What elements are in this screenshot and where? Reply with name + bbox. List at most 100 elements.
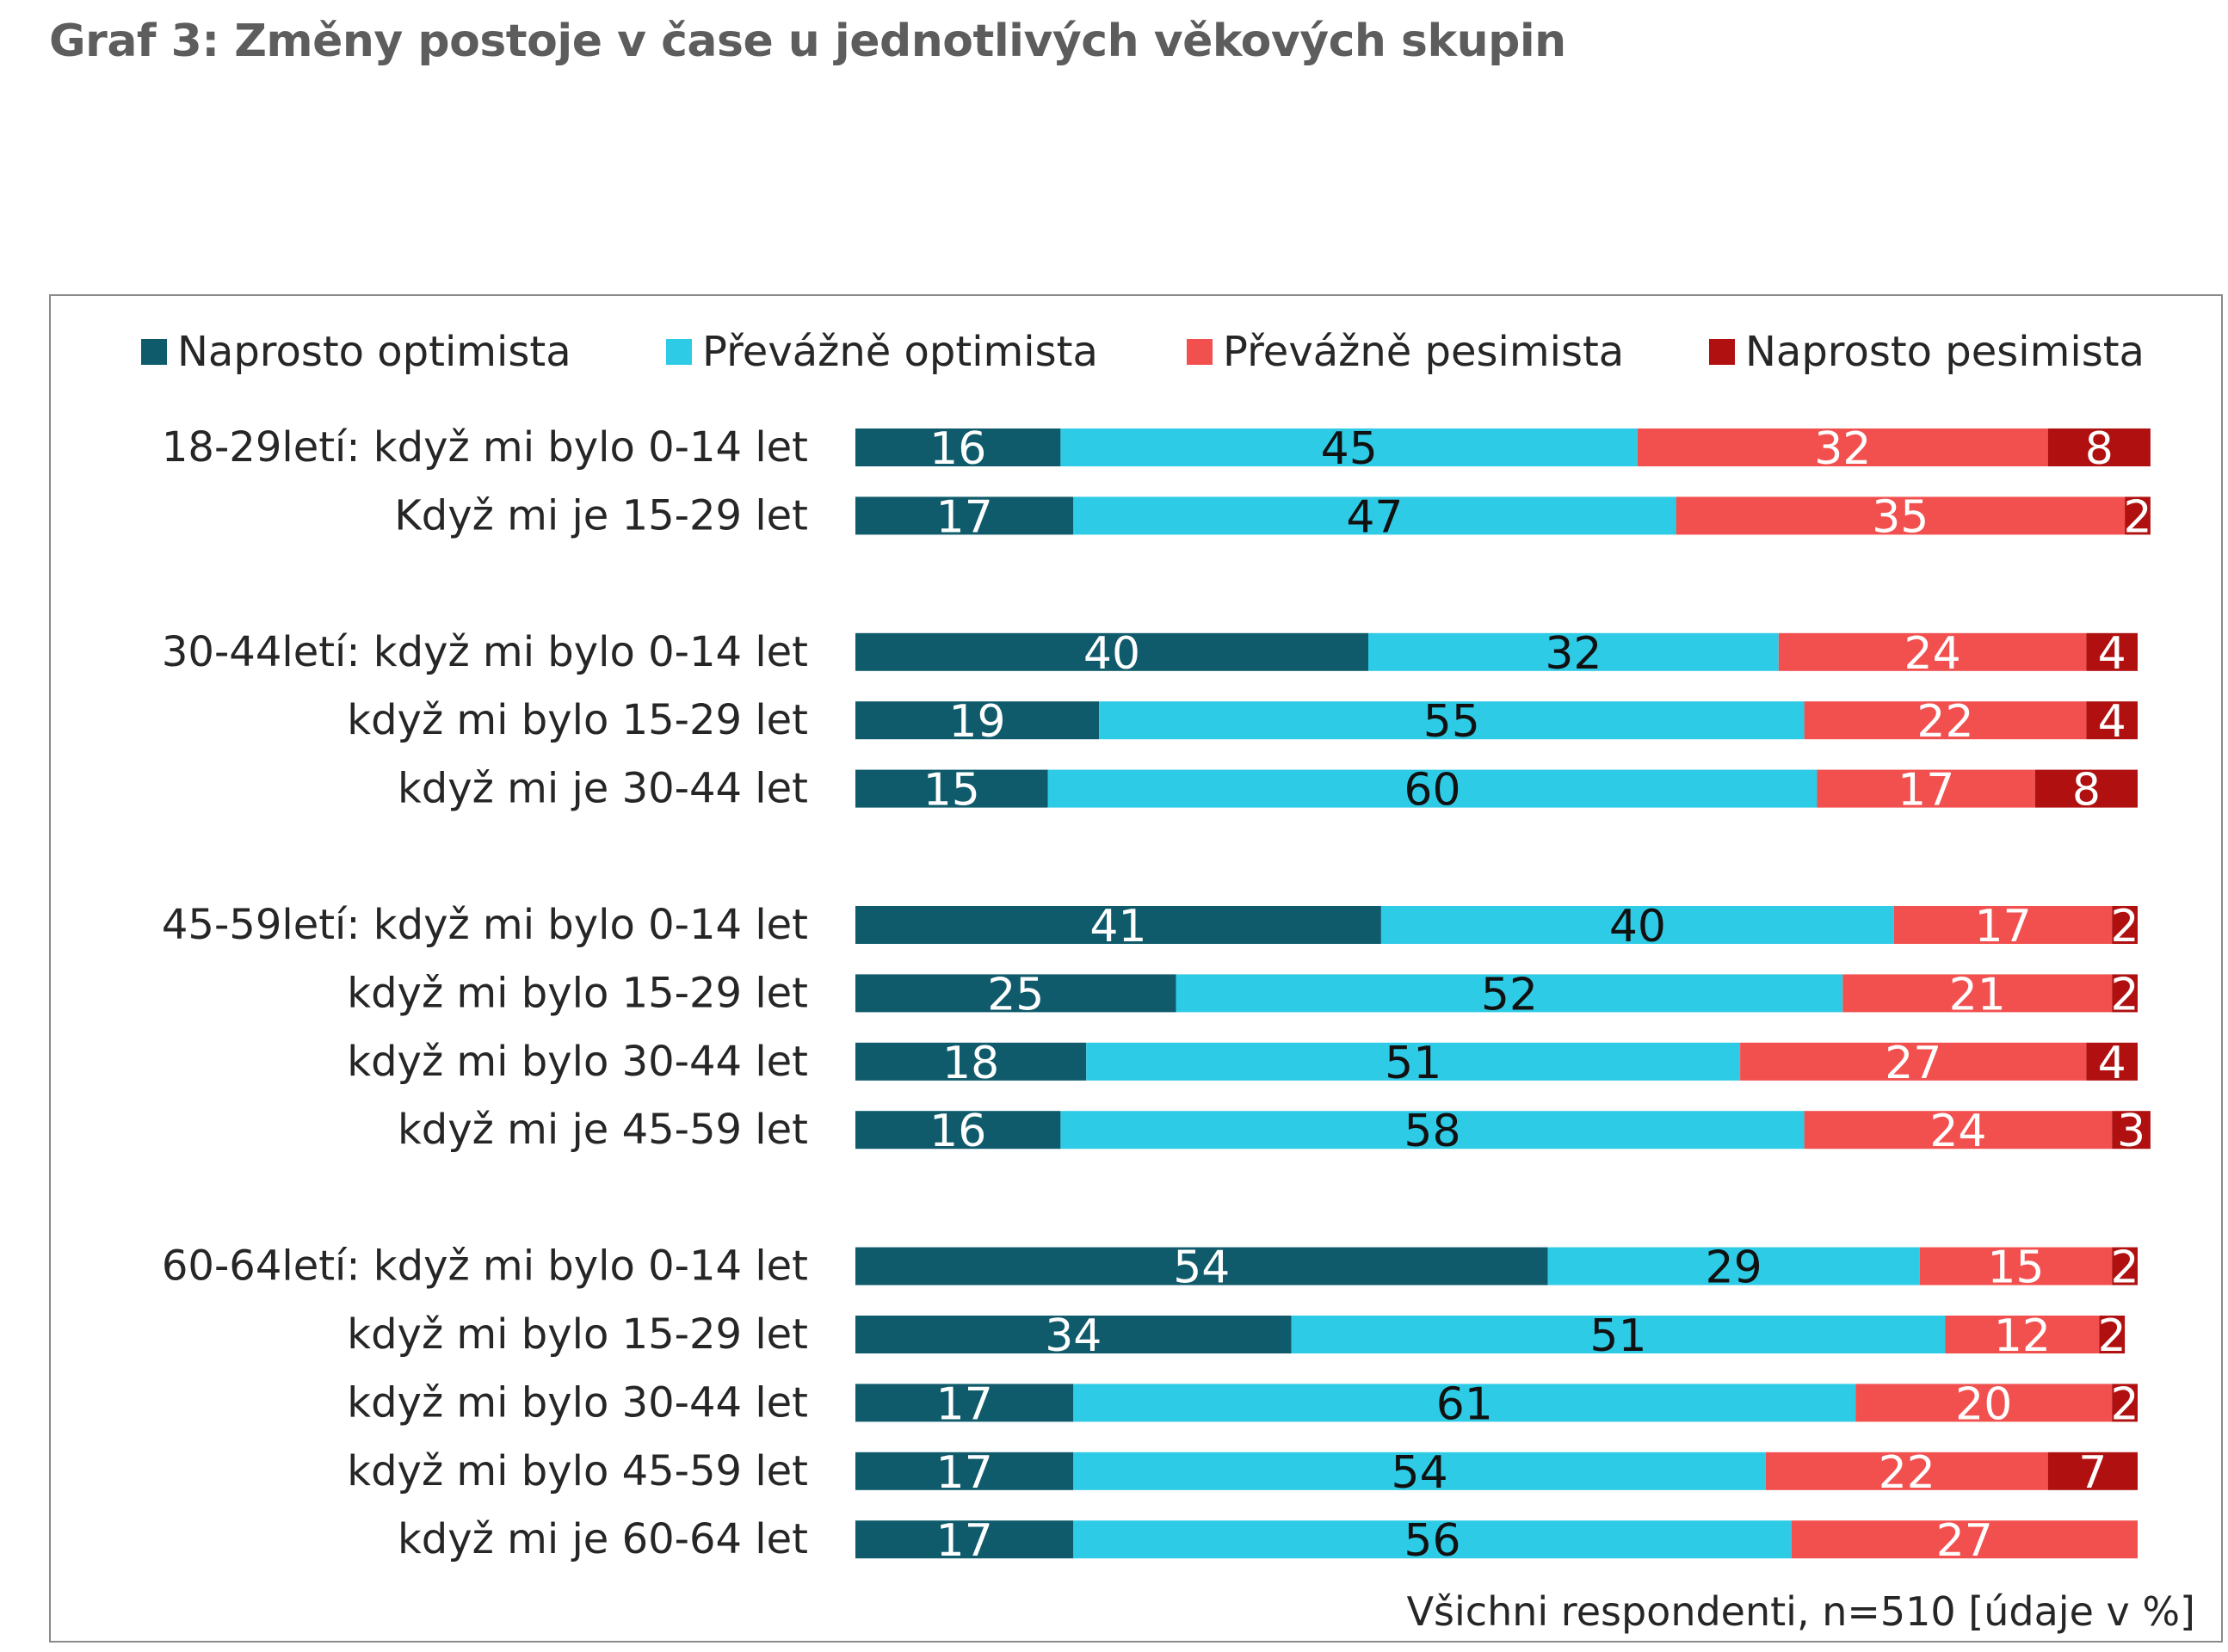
bar-segment <box>1804 701 2087 740</box>
bar-segment <box>1637 428 2048 466</box>
legend-swatch-2 <box>666 339 692 365</box>
value-label: 22 <box>1879 1447 1935 1499</box>
value-label: 40 <box>1083 628 1140 680</box>
value-label: 12 <box>1994 1310 2051 1362</box>
value-label: 4 <box>2098 628 2126 680</box>
bar-segment <box>1945 1316 2100 1353</box>
bar-segment <box>2034 769 2138 808</box>
value-label: 2 <box>2111 1242 2139 1294</box>
value-label: 2 <box>2111 901 2139 952</box>
bar-segment <box>1547 1247 1920 1285</box>
bar-segment <box>2112 974 2138 1013</box>
value-label: 54 <box>1392 1447 1448 1499</box>
bar-segment <box>2112 1111 2151 1150</box>
bar-segment <box>855 1042 1087 1081</box>
bar-segment <box>1778 632 2087 671</box>
stacked-bar-chart: Naprosto optimista Převážně optimista Přev… <box>141 328 2195 1635</box>
bar-segment <box>1791 1520 2138 1559</box>
value-label: 32 <box>1545 628 1602 680</box>
bar-segment <box>855 496 1074 535</box>
category-label: když mi bylo 15-29 let <box>347 696 808 744</box>
category-label: Když mi je 15-29 let <box>394 491 808 539</box>
bar-segment <box>1919 1247 2113 1285</box>
bar-segment <box>1804 1111 2113 1150</box>
legend-swatch-3 <box>1187 339 1213 365</box>
value-label: 4 <box>2098 1038 2126 1089</box>
bar-segment <box>2086 632 2138 671</box>
category-label: když mi bylo 30-44 let <box>347 1038 808 1086</box>
legend-label-2: Převážně optimista <box>702 328 1098 376</box>
bar-segment <box>1176 974 1843 1013</box>
bar-segment <box>1842 974 2113 1013</box>
value-label: 51 <box>1385 1038 1441 1089</box>
value-label: 17 <box>936 1378 993 1430</box>
bar-segment <box>1099 701 1805 740</box>
value-label: 17 <box>936 1447 993 1499</box>
bar-segment <box>855 1247 1548 1285</box>
legend: Naprosto optimista Převážně optimista Přev… <box>141 328 2145 376</box>
legend-swatch-1 <box>141 339 167 365</box>
category-label: když mi bylo 45-59 let <box>347 1447 808 1495</box>
bar-segment <box>1073 496 1676 535</box>
bar-segment <box>1291 1316 1946 1353</box>
bar-segment <box>1765 1452 2048 1490</box>
category-label: 60-64letí: když mi bylo 0-14 let <box>162 1242 808 1291</box>
value-label: 35 <box>1872 491 1929 543</box>
value-label: 27 <box>1885 1038 1941 1089</box>
bar-segment <box>2112 1247 2138 1285</box>
bar-segment <box>2099 1316 2126 1353</box>
value-label: 21 <box>1949 969 2006 1020</box>
bar-segment <box>1855 1384 2113 1422</box>
value-label: 40 <box>1609 901 1666 952</box>
chart-frame: Naprosto optimista Převážně optimista Přev… <box>49 294 2223 1643</box>
bar-segment <box>1073 1384 1856 1422</box>
bar-segment <box>1047 769 1818 808</box>
value-label: 60 <box>1404 765 1460 817</box>
bar-segment <box>2086 701 2138 740</box>
bar-segment <box>2047 1452 2138 1490</box>
bar-segment <box>855 701 1100 740</box>
bar-segment <box>855 428 1061 466</box>
value-label: 17 <box>936 1515 993 1567</box>
bar-segment <box>2112 906 2138 944</box>
bar-segment <box>2125 496 2151 535</box>
category-label: 18-29letí: když mi bylo 0-14 let <box>162 423 808 472</box>
bar-segment <box>855 1384 1074 1422</box>
category-label: když mi bylo 30-44 let <box>347 1378 808 1427</box>
bar-segment <box>1060 1111 1805 1150</box>
value-label: 47 <box>1346 491 1403 543</box>
value-label: 16 <box>929 1106 986 1157</box>
value-label: 17 <box>1975 901 2032 952</box>
bar-segment <box>855 906 1381 944</box>
value-label: 8 <box>2072 765 2101 817</box>
bar-segment <box>855 1316 1292 1353</box>
category-label: 45-59letí: když mi bylo 0-14 let <box>162 901 808 949</box>
value-label: 24 <box>1904 628 1961 680</box>
legend-label-3: Převážně pesimista <box>1223 328 1624 376</box>
category-label: když mi je 30-44 let <box>398 765 808 813</box>
legend-label-4: Naprosto pesimista <box>1745 328 2145 376</box>
bar-segment <box>855 1111 1061 1150</box>
value-label: 17 <box>936 491 993 543</box>
category-labels: 18-29letí: když mi bylo 0-14 let Když mi … <box>162 423 808 1563</box>
value-label: 2 <box>2111 1378 2139 1430</box>
value-label: 3 <box>2117 1106 2145 1157</box>
value-label: 4 <box>2098 696 2126 748</box>
bar-segment <box>2112 1384 2138 1422</box>
value-label: 7 <box>2078 1447 2107 1499</box>
bar-segment <box>1060 428 1638 466</box>
value-label: 51 <box>1589 1310 1646 1362</box>
value-label: 56 <box>1404 1515 1460 1567</box>
bar-segment <box>1380 906 1894 944</box>
category-label: když mi bylo 15-29 let <box>347 969 808 1017</box>
value-label: 8 <box>2085 423 2114 475</box>
value-label: 2 <box>2123 491 2151 543</box>
value-label: 15 <box>1987 1242 2044 1294</box>
bar-segment <box>855 974 1176 1013</box>
sample-note: Všichni respondenti, n=510 [údaje v %] <box>1407 1588 2195 1635</box>
bar-segment <box>2086 1042 2138 1081</box>
value-label: 55 <box>1423 696 1480 748</box>
page-title: Graf 3: Změny postoje v čase u jednotliv… <box>49 15 1566 67</box>
value-label: 52 <box>1481 969 1538 1020</box>
bar-segment <box>1086 1042 1741 1081</box>
